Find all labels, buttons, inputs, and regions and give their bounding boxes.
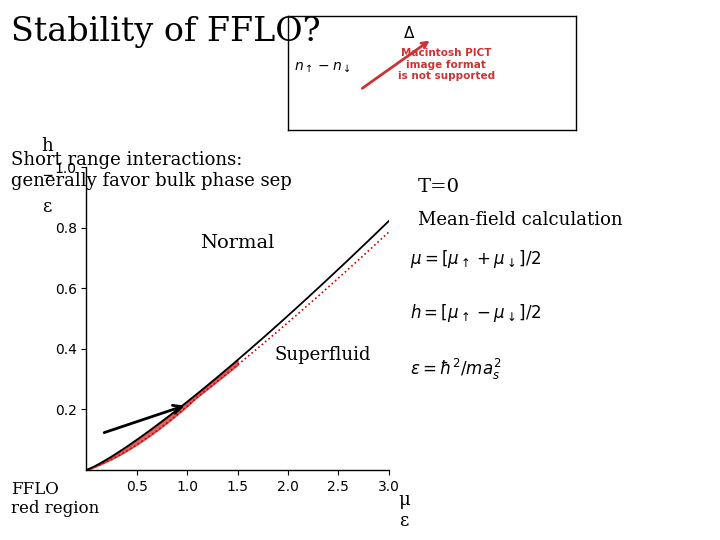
Text: Short range interactions:
generally favor bulk phase sep: Short range interactions: generally favo… — [11, 151, 292, 190]
Text: Normal: Normal — [200, 234, 275, 252]
Text: $\mu = [\mu_\uparrow + \mu_\downarrow]/2$: $\mu = [\mu_\uparrow + \mu_\downarrow]/2… — [410, 248, 541, 271]
Text: ε: ε — [399, 512, 409, 530]
Text: $\varepsilon = \hbar^2/ma_s^2$: $\varepsilon = \hbar^2/ma_s^2$ — [410, 356, 502, 381]
Text: ε: ε — [42, 198, 52, 215]
Text: Mean-field calculation: Mean-field calculation — [418, 211, 622, 228]
Text: Stability of FFLO?: Stability of FFLO? — [11, 16, 320, 48]
Text: $n_\uparrow - n_\downarrow$: $n_\uparrow - n_\downarrow$ — [294, 60, 351, 74]
Text: FFLO
red region: FFLO red region — [11, 481, 99, 517]
Text: μ: μ — [398, 491, 410, 509]
Text: Macintosh PICT
image format
is not supported: Macintosh PICT image format is not suppo… — [398, 48, 495, 81]
Text: ─: ─ — [43, 170, 51, 184]
Text: Superfluid: Superfluid — [274, 346, 371, 364]
Text: T=0: T=0 — [418, 178, 459, 196]
Text: $h = [\mu_\uparrow - \mu_\downarrow]/2$: $h = [\mu_\uparrow - \mu_\downarrow]/2$ — [410, 302, 541, 325]
Text: h: h — [41, 137, 53, 156]
Text: $\Delta$: $\Delta$ — [402, 25, 415, 41]
